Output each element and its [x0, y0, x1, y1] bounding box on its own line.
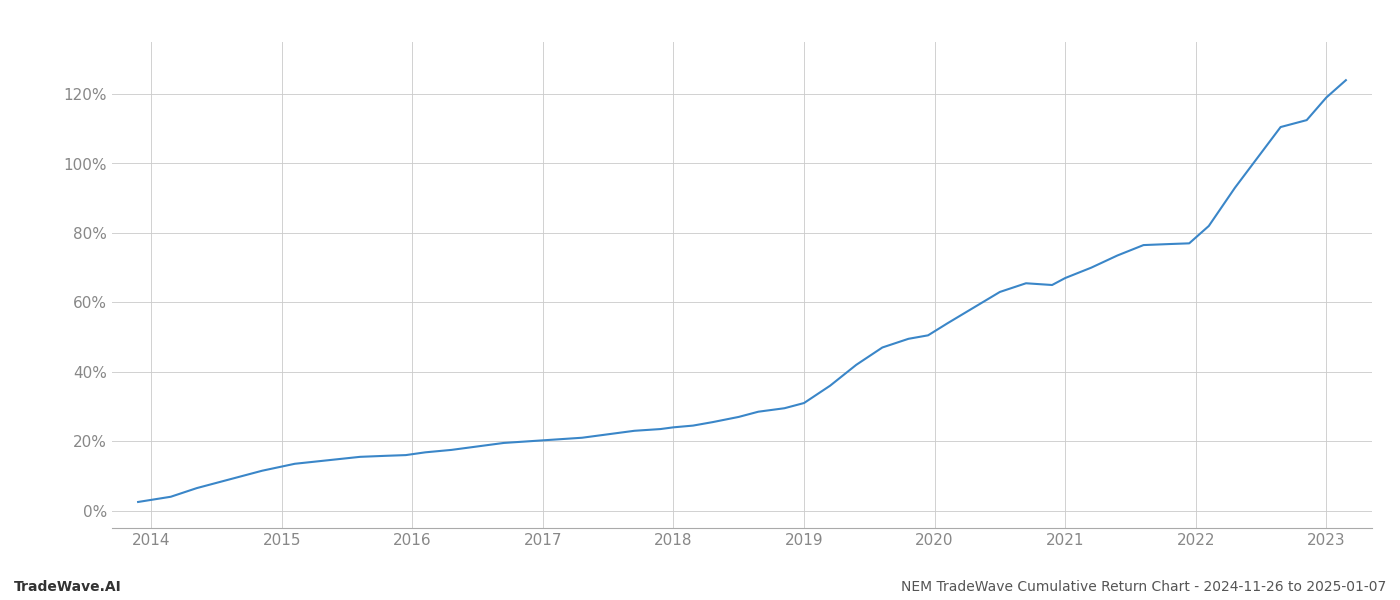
Text: TradeWave.AI: TradeWave.AI	[14, 580, 122, 594]
Text: NEM TradeWave Cumulative Return Chart - 2024-11-26 to 2025-01-07: NEM TradeWave Cumulative Return Chart - …	[900, 580, 1386, 594]
